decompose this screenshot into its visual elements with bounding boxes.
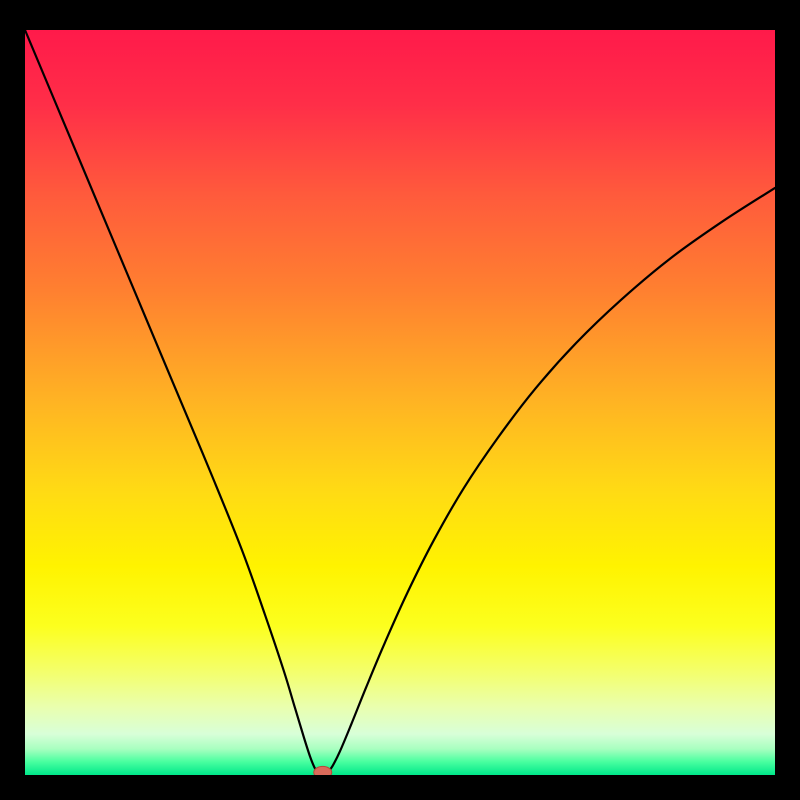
frame-left <box>0 0 25 800</box>
chart-background <box>25 30 775 775</box>
frame-top <box>0 0 800 30</box>
frame-bottom <box>0 775 800 800</box>
frame-right <box>775 0 800 800</box>
bottleneck-chart <box>0 0 800 800</box>
